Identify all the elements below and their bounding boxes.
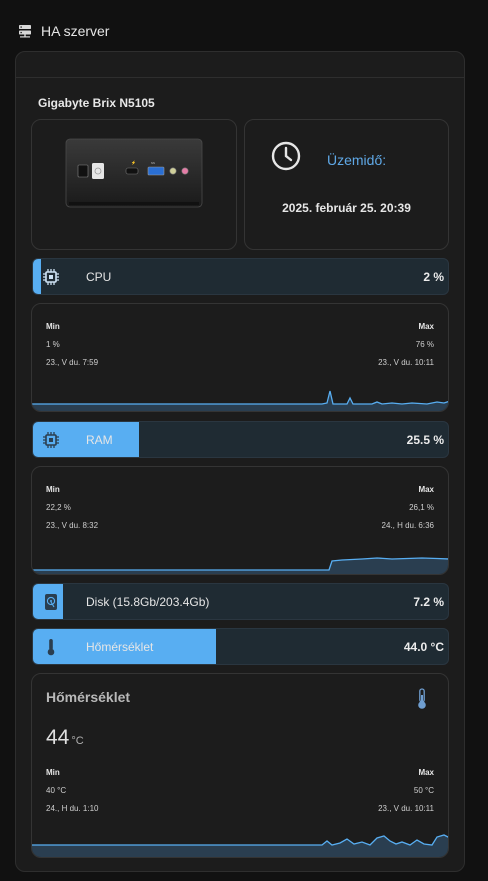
cpu-bar-fill: [33, 259, 42, 294]
cpu-min-time: 23., V du. 7:59: [46, 358, 99, 367]
temp-min-time: 24., H du. 1:10: [46, 804, 99, 813]
ram-max-value: 26,1 %: [409, 503, 434, 512]
uptime-value: 2025. február 25. 20:39: [282, 201, 411, 215]
server-card: Gigabyte Brix N5105 ⚡ ss: [15, 51, 465, 872]
temperature-bar[interactable]: Hőmérséklet 44.0 °C: [32, 628, 449, 665]
cpu-sparkline: [32, 390, 448, 411]
temp-min-value: 40 °C: [46, 786, 67, 795]
ram-max-time: 24., H du. 6:36: [381, 521, 434, 530]
card-divider: [16, 77, 464, 78]
cpu-label: CPU: [86, 270, 112, 284]
temperature-current: 44 °C: [46, 726, 84, 750]
ram-history-graph[interactable]: Min Max 22,2 % 26,1 % 23., V du. 8:32 24…: [31, 466, 449, 575]
cpu-history-graph[interactable]: Min Max 1 % 76 % 23., V du. 7:59 23., V …: [31, 303, 449, 412]
temperature-unit: °C: [71, 735, 84, 747]
temperature-current-value: 44: [46, 726, 70, 749]
temperature-history-card[interactable]: Hőmérséklet 44 °C Min Max 40 °C 50 °C 24.…: [31, 673, 449, 858]
cpu-min-value: 1 %: [46, 340, 60, 349]
temp-max-value: 50 °C: [413, 786, 434, 795]
server-icon: [19, 25, 31, 38]
chip-icon: [43, 269, 59, 285]
disk-bar[interactable]: Disk (15.8Gb/203.4Gb) 7.2 %: [32, 583, 449, 620]
svg-text:⚡: ⚡: [131, 160, 136, 165]
device-name: Gigabyte Brix N5105: [38, 96, 155, 110]
disk-value: 7.2 %: [413, 595, 444, 609]
uptime-label: Üzemidő:: [327, 152, 387, 168]
cpu-value: 2 %: [423, 270, 444, 284]
harddisk-icon: [45, 594, 57, 610]
thermometer-icon: [47, 639, 55, 656]
temp-min-label: Min: [46, 768, 60, 777]
device-image-tile[interactable]: ⚡ ss: [31, 119, 237, 250]
cpu-max-label: Max: [418, 322, 434, 331]
ram-sparkline: [32, 557, 448, 574]
svg-text:ss: ss: [151, 160, 155, 165]
cpu-max-time: 23., V du. 10:11: [378, 358, 434, 367]
thermometer-icon: [418, 688, 426, 709]
temp-max-label: Max: [418, 768, 434, 777]
ram-min-time: 23., V du. 8:32: [46, 521, 99, 530]
cpu-bar[interactable]: CPU 2 %: [32, 258, 449, 295]
clock-icon: [271, 141, 301, 171]
ram-min-value: 22,2 %: [46, 503, 71, 512]
temperature-value: 44.0 °C: [403, 640, 444, 654]
cpu-min-label: Min: [46, 322, 60, 331]
ram-label: RAM: [86, 433, 113, 447]
disk-label: Disk (15.8Gb/203.4Gb): [86, 595, 210, 609]
ram-value: 25.5 %: [406, 433, 444, 447]
mini-pc-image: ⚡ ss: [65, 138, 203, 208]
temperature-sparkline: [32, 834, 448, 857]
memory-icon: [43, 432, 59, 448]
uptime-tile[interactable]: Üzemidő: 2025. február 25. 20:39: [244, 119, 449, 250]
section-title: HA szerver: [41, 23, 110, 39]
temperature-bar-fill: [33, 629, 216, 664]
ram-bar[interactable]: RAM 25.5 %: [32, 421, 449, 458]
ram-min-label: Min: [46, 485, 60, 494]
temperature-card-title: Hőmérséklet: [46, 689, 131, 705]
ram-max-label: Max: [418, 485, 434, 494]
cpu-max-value: 76 %: [415, 340, 434, 349]
temp-max-time: 23., V du. 10:11: [378, 804, 434, 813]
temperature-label: Hőmérséklet: [86, 640, 154, 654]
section-header: HA szerver: [18, 20, 109, 42]
